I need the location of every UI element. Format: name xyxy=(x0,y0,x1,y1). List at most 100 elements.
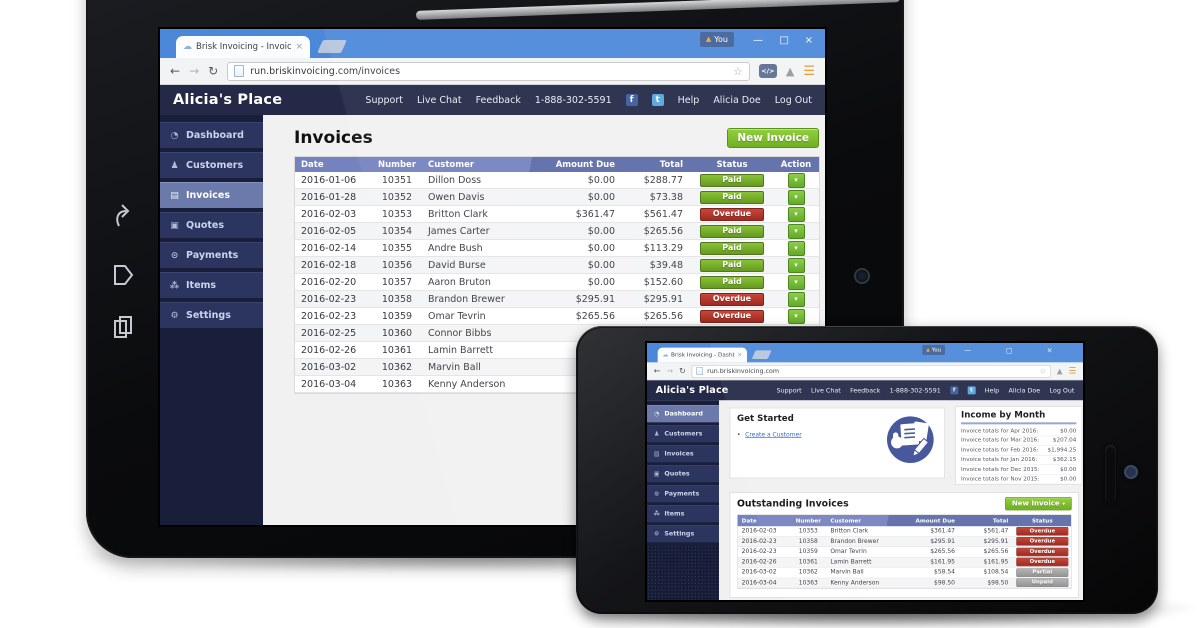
url-text: run.briskinvoicing.com xyxy=(707,367,780,375)
reload-icon[interactable]: ↻ xyxy=(679,366,686,376)
app-nav-link[interactable]: Help xyxy=(984,386,1000,395)
window-close-button[interactable]: × xyxy=(1046,347,1053,355)
new-invoice-button[interactable]: New Invoice xyxy=(727,128,819,148)
device-recents-key-icon[interactable] xyxy=(112,314,134,344)
app-nav-link[interactable]: Alicia Doe xyxy=(1008,386,1041,395)
column-header[interactable]: Customer xyxy=(830,517,862,525)
column-header[interactable]: Number xyxy=(377,159,417,170)
reload-icon[interactable]: ↻ xyxy=(208,64,219,78)
devtools-extension-icon[interactable]: </> xyxy=(758,64,777,78)
create-customer-link[interactable]: Create a Customer xyxy=(745,431,802,439)
sidebar-item[interactable]: ♟ Customers xyxy=(160,152,263,178)
url-bar[interactable]: run.briskinvoicing.com/invoices ☆ xyxy=(227,61,750,81)
row-action-button[interactable]: ▾ xyxy=(787,240,805,256)
window-minimize-button[interactable]: — xyxy=(753,35,763,46)
sidebar-item[interactable]: ⚙ Settings xyxy=(160,302,263,328)
drive-extension-icon[interactable]: ▲ xyxy=(1056,366,1063,376)
sidebar-item[interactable]: ⚙ Settings xyxy=(647,525,720,543)
browser-menu-icon[interactable]: ☰ xyxy=(803,63,815,79)
sidebar-item[interactable]: ▣ Quotes xyxy=(647,465,720,483)
sidebar-item[interactable]: ▣ Quotes xyxy=(160,212,263,238)
sidebar-item[interactable]: ♟ Customers xyxy=(647,425,720,443)
back-icon[interactable]: ← xyxy=(653,366,661,376)
sidebar-item[interactable]: ⊙ Payments xyxy=(160,242,263,268)
status-badge: Overdue xyxy=(700,207,764,221)
window-maximize-button[interactable]: □ xyxy=(779,35,789,46)
bookmark-star-icon[interactable]: ☆ xyxy=(1039,366,1047,376)
column-header[interactable]: Total xyxy=(659,159,683,170)
income-label: Invoice totals for Jan 2016: xyxy=(961,456,1038,464)
device-home-key-icon[interactable] xyxy=(112,262,134,292)
new-tab-button[interactable] xyxy=(317,40,347,53)
app-nav-link[interactable]: Live Chat xyxy=(416,94,462,106)
row-action-button[interactable]: ▾ xyxy=(787,274,805,290)
sidebar-item[interactable]: ⊙ Payments xyxy=(647,485,720,503)
app-nav-link[interactable]: 1-888-302-5591 xyxy=(889,386,941,395)
app-nav-link[interactable]: Help xyxy=(677,94,700,106)
income-row: Invoice totals for Apr 2016: $0.00 xyxy=(961,426,1077,437)
you-warning-badge[interactable]: ▲ You xyxy=(699,32,734,47)
invoice-date: 2016-02-20 xyxy=(301,276,357,288)
row-action-button[interactable]: ▾ xyxy=(787,223,805,239)
row-action-button[interactable]: ▾ xyxy=(787,189,805,205)
app-nav-link[interactable]: Support xyxy=(365,94,403,106)
row-action-button[interactable]: ▾ xyxy=(787,172,805,188)
row-action-button[interactable]: ▾ xyxy=(787,308,805,324)
app-nav-link[interactable]: Support xyxy=(776,386,802,395)
column-header[interactable]: Action xyxy=(780,159,812,170)
invoice-number: 10352 xyxy=(381,191,413,203)
sidebar-item[interactable]: ⁂ Items xyxy=(647,505,720,523)
sidebar-item[interactable]: ◔ Dashboard xyxy=(160,122,263,148)
row-action-button[interactable]: ▾ xyxy=(787,291,805,307)
row-action-button[interactable]: ▾ xyxy=(787,257,805,273)
social-icon[interactable]: t xyxy=(967,386,976,395)
browser-tab[interactable]: ☁ Brisk Invoicing - Invoices × xyxy=(176,36,310,58)
back-icon[interactable]: ← xyxy=(170,64,181,78)
invoice-number: 10354 xyxy=(381,225,413,237)
forward-icon[interactable]: → xyxy=(666,366,674,376)
new-invoice-button[interactable]: New Invoice ▾ xyxy=(1005,497,1072,511)
sidebar-item[interactable]: ◔ Dashboard xyxy=(647,405,720,423)
bookmark-star-icon[interactable]: ☆ xyxy=(733,64,743,78)
device-back-key-icon[interactable] xyxy=(112,202,134,232)
social-icon[interactable]: f xyxy=(625,94,638,106)
app-nav-link[interactable]: Alicia Doe xyxy=(713,94,761,106)
forward-icon[interactable]: → xyxy=(189,64,200,78)
browser-titlebar: ☁ Brisk Invoicing - Dashbo × ▲ You — □ × xyxy=(647,343,1083,363)
social-icon[interactable]: f xyxy=(950,386,959,395)
tab-close-icon[interactable]: × xyxy=(737,351,743,359)
income-row: Invoice totals for Jan 2016: $362.15 xyxy=(961,455,1077,466)
app-nav-link[interactable]: Feedback xyxy=(850,386,881,395)
sidebar-item[interactable]: ▤ Invoices xyxy=(160,182,263,208)
row-action-button[interactable]: ▾ xyxy=(787,206,805,222)
url-bar[interactable]: run.briskinvoicing.com ☆ xyxy=(691,364,1051,378)
column-header[interactable]: Status xyxy=(1031,517,1053,525)
column-header[interactable]: Amount Due xyxy=(915,517,956,525)
column-header[interactable]: Date xyxy=(741,517,757,525)
social-icon[interactable]: t xyxy=(651,94,664,106)
app-nav-link[interactable]: Log Out xyxy=(1049,386,1075,395)
column-header[interactable]: Customer xyxy=(428,159,475,170)
new-tab-button[interactable] xyxy=(751,350,772,360)
app-nav-link[interactable]: Log Out xyxy=(774,94,812,106)
window-maximize-button[interactable]: □ xyxy=(1006,347,1013,355)
browser-tab[interactable]: ☁ Brisk Invoicing - Dashbo × xyxy=(657,347,748,363)
tab-close-icon[interactable]: × xyxy=(295,42,303,52)
app-nav-link[interactable]: 1-888-302-5591 xyxy=(534,94,612,106)
tablet2-screen: ☁ Brisk Invoicing - Dashbo × ▲ You — □ ×… xyxy=(647,343,1083,600)
you-warning-badge[interactable]: ▲ You xyxy=(922,345,946,356)
window-minimize-button[interactable]: — xyxy=(964,347,972,355)
column-header[interactable]: Date xyxy=(301,159,324,170)
column-header[interactable]: Status xyxy=(716,159,748,170)
column-header[interactable]: Total xyxy=(992,517,1009,525)
sidebar-item[interactable]: ▤ Invoices xyxy=(647,445,720,463)
app-nav-link[interactable]: Feedback xyxy=(475,94,521,106)
browser-menu-icon[interactable]: ☰ xyxy=(1068,366,1077,377)
outstanding-table: Date Number Customer Amount Due Total St… xyxy=(737,514,1072,590)
drive-extension-icon[interactable]: ▲ xyxy=(785,64,795,78)
app-nav-link[interactable]: Live Chat xyxy=(810,386,841,395)
column-header[interactable]: Amount Due xyxy=(555,159,615,170)
sidebar-item[interactable]: ⁂ Items xyxy=(160,272,263,298)
column-header[interactable]: Number xyxy=(795,517,822,525)
window-close-button[interactable]: × xyxy=(804,35,813,46)
